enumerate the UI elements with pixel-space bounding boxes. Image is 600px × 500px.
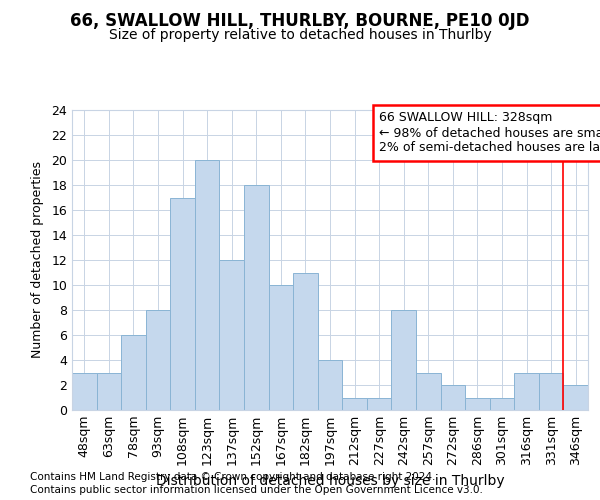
- Bar: [367, 398, 391, 410]
- Bar: [121, 335, 146, 410]
- Bar: [465, 398, 490, 410]
- Bar: [146, 310, 170, 410]
- Bar: [391, 310, 416, 410]
- Bar: [72, 372, 97, 410]
- Bar: [514, 372, 539, 410]
- Text: 66, SWALLOW HILL, THURLBY, BOURNE, PE10 0JD: 66, SWALLOW HILL, THURLBY, BOURNE, PE10 …: [70, 12, 530, 30]
- Text: Size of property relative to detached houses in Thurlby: Size of property relative to detached ho…: [109, 28, 491, 42]
- Bar: [293, 272, 318, 410]
- Y-axis label: Number of detached properties: Number of detached properties: [31, 162, 44, 358]
- Text: Contains public sector information licensed under the Open Government Licence v3: Contains public sector information licen…: [30, 485, 483, 495]
- Bar: [440, 385, 465, 410]
- Bar: [269, 285, 293, 410]
- Bar: [244, 185, 269, 410]
- Text: 66 SWALLOW HILL: 328sqm
← 98% of detached houses are smaller (131)
2% of semi-de: 66 SWALLOW HILL: 328sqm ← 98% of detache…: [379, 112, 600, 154]
- Bar: [416, 372, 440, 410]
- Bar: [97, 372, 121, 410]
- Bar: [490, 398, 514, 410]
- Bar: [342, 398, 367, 410]
- Bar: [195, 160, 220, 410]
- Bar: [563, 385, 588, 410]
- Bar: [220, 260, 244, 410]
- Bar: [539, 372, 563, 410]
- Bar: [318, 360, 342, 410]
- Text: Contains HM Land Registry data © Crown copyright and database right 2024.: Contains HM Land Registry data © Crown c…: [30, 472, 436, 482]
- X-axis label: Distribution of detached houses by size in Thurlby: Distribution of detached houses by size …: [155, 474, 505, 488]
- Bar: [170, 198, 195, 410]
